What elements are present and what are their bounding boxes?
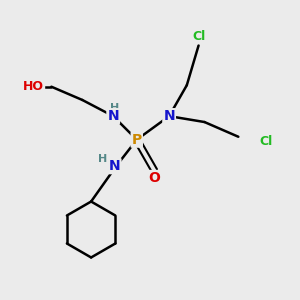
- Text: O: O: [148, 171, 160, 185]
- Text: N: N: [109, 159, 121, 173]
- Text: P: P: [132, 133, 142, 147]
- Text: N: N: [163, 109, 175, 123]
- Text: Cl: Cl: [260, 135, 273, 148]
- Text: N: N: [107, 109, 119, 123]
- Text: H: H: [110, 103, 119, 113]
- Text: Cl: Cl: [192, 30, 205, 43]
- Text: H: H: [98, 154, 107, 164]
- Text: HO: HO: [23, 80, 44, 93]
